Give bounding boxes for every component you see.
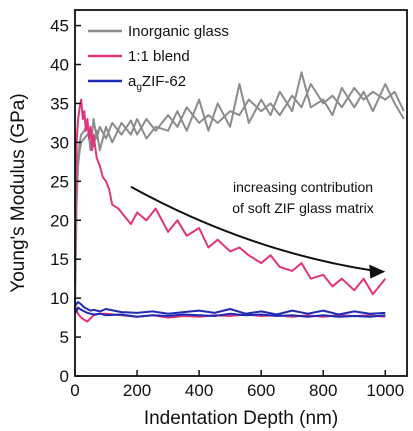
legend-label-zif: agZIF-62 [128,73,186,93]
ticks-layer: 0 200 400 600 800 1000 0 5 10 15 20 25 30 35 40 45 [50,17,404,400]
y-tick-label: 35 [50,94,69,113]
series-line-5 [74,306,386,318]
x-tick-label: 600 [247,381,275,400]
legend-label-zif-prefix: a [128,73,137,90]
y-tick-label: 30 [50,133,69,152]
y-tick-label: 0 [60,367,69,386]
legend-label-blend: 1:1 blend [128,48,190,65]
x-tick-label: 800 [309,381,337,400]
y-tick-label: 5 [60,328,69,347]
annotation-arrow-head [369,264,386,279]
y-axis-title: Young's Modulus (GPa) [8,93,29,292]
annotation-arrow [130,185,386,279]
x-tick-label: 200 [123,381,151,400]
legend-label-zif-sub: g [136,82,142,93]
legend-label-zif-suffix: ZIF-62 [142,73,186,90]
series-line-4 [74,301,386,316]
y-tick-label: 10 [50,289,69,308]
x-tick-label: 400 [185,381,213,400]
x-tick-label: 1000 [366,381,404,400]
series-layer [74,71,405,323]
legend-label-inorganic: Inorganic glass [128,23,229,40]
legend: Inorganic glass 1:1 blend agZIF-62 [88,23,229,93]
plot-frame [74,9,408,377]
annotation-line-2: of soft ZIF glass matrix [232,200,374,216]
series-line-2 [74,98,387,296]
y-tick-label: 15 [50,250,69,269]
y-tick-label: 20 [50,211,69,230]
annotation-arrow-shaft [130,185,374,272]
x-axis-title: Indentation Depth (nm) [144,408,338,429]
x-tick-label: 0 [70,381,79,400]
annotation-line-1: increasing contribution [233,179,373,195]
y-tick-label: 45 [50,17,69,36]
y-tick-label: 25 [50,172,69,191]
y-tick-label: 40 [50,56,69,75]
